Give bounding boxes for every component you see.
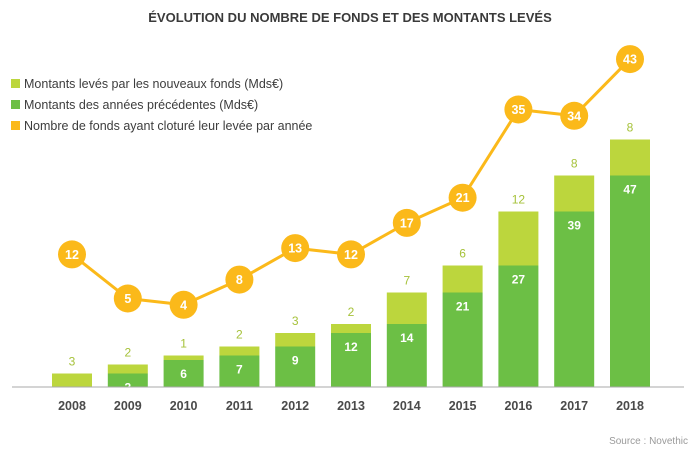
label-new-2013: 2 (348, 305, 355, 319)
label-previous-2015: 21 (456, 300, 470, 314)
fund-point-2008 (58, 240, 86, 269)
fund-label-2015: 21 (456, 191, 470, 205)
bar-previous-2009 (107, 373, 148, 387)
label-new-2014: 7 (403, 274, 410, 288)
bar-new-2008 (52, 373, 92, 387)
legend-new-funds: Montants levés par les nouveaux fonds (M… (11, 77, 283, 91)
fund-count-line-group: 12 5 4 8 13 12 17 21 35 34 43 (58, 45, 644, 319)
fund-point-2018 (616, 45, 644, 74)
fund-label-2009: 5 (124, 292, 131, 306)
x-tick-2008: 2008 (58, 399, 86, 413)
bar-new-2013 (331, 324, 371, 333)
x-tick-2016: 2016 (504, 399, 532, 413)
label-previous-2014: 14 (400, 331, 414, 345)
legend-fund-count: Nombre de fonds ayant cloturé leur levée… (11, 119, 312, 133)
label-new-2010: 1 (180, 337, 187, 351)
bar-new-2010 (163, 355, 204, 360)
legend: Montants levés par les nouveaux fonds (M… (11, 77, 312, 133)
fund-point-2010 (169, 290, 198, 319)
label-new-2011: 2 (236, 328, 243, 342)
bar-new-2011 (219, 346, 260, 356)
label-previous-2013: 12 (344, 340, 358, 354)
label-previous-2018: 47 (623, 183, 637, 197)
legend-previous-years-swatch (11, 100, 20, 109)
label-previous-2010: 6 (180, 367, 187, 381)
bar-previous-2010 (163, 360, 204, 387)
label-new-2009: 2 (124, 346, 131, 360)
fund-label-2013: 12 (344, 248, 358, 262)
fund-point-2009 (113, 284, 142, 313)
x-tick-2014: 2014 (393, 399, 421, 413)
fund-point-2011 (225, 265, 254, 294)
label-new-2018: 8 (627, 121, 634, 135)
x-tick-2017: 2017 (560, 399, 588, 413)
fund-label-2012: 13 (288, 242, 302, 256)
x-tick-2015: 2015 (449, 399, 477, 413)
fund-point-2016 (504, 95, 533, 124)
bar-new-2017 (554, 175, 595, 212)
bar-new-2012 (275, 333, 316, 347)
bar-previous-2017 (554, 211, 595, 387)
label-previous-2011: 7 (236, 363, 243, 377)
bar-new-2015 (442, 265, 483, 293)
x-tick-2011: 2011 (226, 399, 253, 413)
label-new-2012: 3 (292, 314, 299, 328)
legend-previous-years: Montants des années précédentes (Mds€) (11, 98, 258, 112)
fund-label-2010: 4 (180, 298, 187, 312)
label-previous-2017: 39 (568, 219, 582, 233)
bar-previous-2013 (331, 333, 371, 387)
x-tick-2012: 2012 (281, 399, 309, 413)
fund-point-2015 (448, 183, 477, 212)
label-new-2015: 6 (459, 247, 466, 261)
fund-label-2018: 43 (623, 53, 637, 67)
legend-previous-years-label: Montants des années précédentes (Mds€) (24, 98, 258, 112)
legend-fund-count-label: Nombre de fonds ayant cloturé leur levée… (24, 119, 312, 133)
bar-new-2014 (386, 292, 427, 324)
bars-group: 3326172931221472162712398478 (52, 121, 650, 395)
legend-fund-count-swatch (11, 121, 20, 130)
source-note: Source : Novethic (609, 436, 688, 447)
bar-new-2009 (107, 364, 148, 374)
bar-previous-2012 (275, 346, 316, 387)
label-new-2017: 8 (571, 157, 578, 171)
fund-label-2014: 17 (400, 216, 414, 230)
x-tick-2013: 2013 (337, 399, 365, 413)
fund-point-2017 (560, 101, 589, 130)
bar-new-2018 (610, 139, 650, 176)
bar-previous-2018 (610, 175, 650, 387)
label-previous-2016: 27 (512, 273, 526, 287)
bar-previous-2014 (386, 324, 427, 387)
x-tick-2010: 2010 (170, 399, 198, 413)
fund-label-2017: 34 (567, 109, 581, 123)
label-new-2016: 12 (512, 193, 526, 207)
x-tick-2009: 2009 (114, 399, 142, 413)
label-previous-2012: 9 (292, 354, 299, 368)
bar-new-2016 (498, 211, 539, 266)
fund-label-2008: 12 (65, 248, 79, 262)
bar-previous-2016 (498, 265, 539, 387)
legend-new-funds-swatch (11, 79, 20, 88)
x-tick-2018: 2018 (616, 399, 644, 413)
fund-point-2012 (281, 234, 310, 263)
bar-previous-2011 (219, 355, 260, 387)
x-tick-labels: 2008 2009 2010 2011 2012 2013 2014 2015 2016 2017… (58, 399, 644, 413)
bar-previous-2015 (442, 292, 483, 387)
chart-title: ÉVOLUTION DU NOMBRE DE FONDS ET DES MONT… (148, 10, 552, 25)
fund-point-2013 (337, 240, 365, 269)
fund-label-2011: 8 (236, 273, 243, 287)
fund-point-2014 (392, 208, 421, 237)
fund-label-2016: 35 (511, 103, 525, 117)
legend-new-funds-label: Montants levés par les nouveaux fonds (M… (24, 77, 283, 91)
label-new-2008: 3 (69, 355, 76, 369)
